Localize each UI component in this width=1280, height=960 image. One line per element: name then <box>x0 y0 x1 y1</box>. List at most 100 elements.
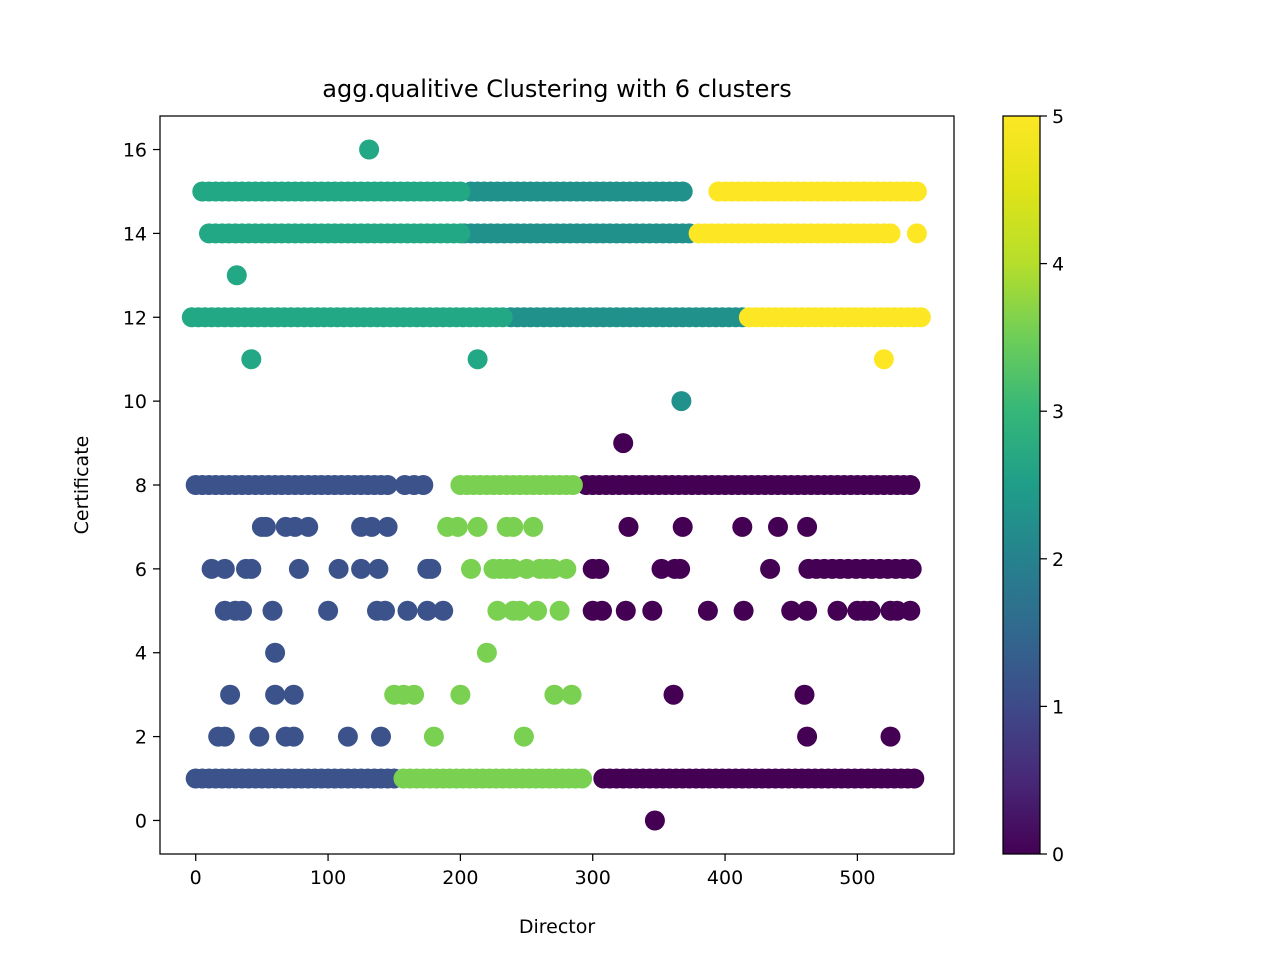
cluster-1-point <box>283 684 304 705</box>
x-tick-label: 400 <box>707 867 743 889</box>
cluster-4-point <box>549 600 570 621</box>
cluster-2-point <box>672 181 693 202</box>
cluster-1-point <box>337 726 358 747</box>
cluster-1-point <box>417 600 438 621</box>
cluster-1-point <box>262 600 283 621</box>
cluster-0-point <box>827 600 848 621</box>
cluster-1-point <box>214 558 235 579</box>
cluster-0-point <box>613 433 634 454</box>
cluster-1-point <box>377 516 398 537</box>
cluster-0-point <box>732 516 753 537</box>
x-tick-label: 200 <box>442 867 478 889</box>
cluster-4-point <box>572 768 593 789</box>
cluster-1-point <box>214 726 235 747</box>
cluster-1-point <box>421 558 442 579</box>
y-tick-label: 0 <box>135 810 147 832</box>
cluster-3-point <box>359 139 380 160</box>
cluster-3-point <box>450 223 471 244</box>
cluster-1-point <box>361 516 382 537</box>
cluster-0-point <box>900 475 921 495</box>
cluster-0-point <box>670 558 691 579</box>
cluster-0-point <box>768 516 788 537</box>
cluster-1-point <box>265 684 286 705</box>
colorbar-tick-label: 0 <box>1052 844 1064 866</box>
y-axis-label: Certificate <box>71 436 93 535</box>
cluster-3-point <box>226 265 247 286</box>
x-tick-label: 100 <box>310 867 346 889</box>
y-tick-label: 14 <box>123 223 147 245</box>
cluster-1-point <box>220 684 241 705</box>
cluster-4-point <box>461 558 481 579</box>
cluster-4-point <box>523 516 544 537</box>
cluster-4-point <box>503 516 524 537</box>
y-tick-label: 2 <box>135 727 147 749</box>
cluster-1-point <box>351 558 372 579</box>
y-tick-label: 12 <box>123 307 147 329</box>
cluster-1-point <box>377 475 398 495</box>
x-tick-label: 500 <box>839 867 875 889</box>
cluster-1-point <box>413 475 434 495</box>
cluster-4-point <box>513 726 534 747</box>
chart-title: agg.qualitive Clustering with 6 clusters <box>322 75 791 103</box>
cluster-1-point <box>298 516 319 537</box>
colorbar-tick-label: 4 <box>1052 254 1064 276</box>
cluster-1-point <box>375 600 395 621</box>
cluster-1-point <box>328 558 349 579</box>
cluster-1-point <box>265 642 286 663</box>
y-tick-label: 6 <box>135 559 147 581</box>
cluster-5-point <box>910 307 931 328</box>
x-axis-label: Director <box>519 916 596 938</box>
points-layer <box>181 139 931 831</box>
y-tick-label: 8 <box>135 475 147 497</box>
colorbar <box>1002 115 1041 855</box>
cluster-0-point <box>797 600 818 621</box>
cluster-1-point <box>433 600 454 621</box>
x-axis: 0 100 200 300 400 500 <box>190 854 876 889</box>
x-tick-label: 300 <box>575 867 611 889</box>
cluster-4-point <box>556 558 577 579</box>
cluster-4-point <box>509 600 530 621</box>
cluster-4-point <box>450 684 471 705</box>
colorbar-tick-label: 1 <box>1052 696 1064 718</box>
cluster-0-point <box>589 558 610 579</box>
cluster-1-point <box>368 558 389 579</box>
cluster-4-point <box>467 516 488 537</box>
cluster-1-point <box>241 558 262 579</box>
colorbar-tick-label: 2 <box>1052 549 1064 571</box>
cluster-0-point <box>733 600 754 621</box>
cluster-5-point <box>906 223 927 244</box>
cluster-4-point <box>476 642 497 663</box>
cluster-4-point <box>487 600 508 621</box>
cluster-0-point <box>794 684 815 705</box>
colorbar-axis: 0 1 2 3 4 5 <box>1040 106 1064 866</box>
cluster-2-point <box>671 391 692 412</box>
cluster-3-point <box>450 181 471 202</box>
cluster-0-point <box>781 600 802 621</box>
cluster-0-point <box>697 600 718 621</box>
cluster-0-point <box>901 558 922 579</box>
cluster-1-point <box>283 726 304 747</box>
cluster-5-point <box>880 223 901 244</box>
cluster-0-point <box>615 600 636 621</box>
cluster-0-point <box>797 726 818 747</box>
cluster-0-point <box>860 600 881 621</box>
cluster-3-point <box>492 307 513 328</box>
cluster-4-point <box>423 726 444 747</box>
cluster-0-point <box>904 768 925 789</box>
cluster-0-point <box>618 516 639 537</box>
x-tick-label: 0 <box>190 867 202 889</box>
colorbar-tick-label: 5 <box>1052 106 1064 128</box>
cluster-1-point <box>318 600 339 621</box>
cluster-1-point <box>232 600 252 621</box>
cluster-0-point <box>880 726 901 747</box>
cluster-5-point <box>906 181 927 202</box>
cluster-0-point <box>760 558 781 579</box>
cluster-1-point <box>288 558 309 579</box>
cluster-3-point <box>467 349 488 370</box>
y-tick-label: 4 <box>135 643 147 665</box>
cluster-3-point <box>241 349 262 370</box>
cluster-0-point <box>663 684 684 705</box>
cluster-0-point <box>592 600 612 621</box>
y-tick-label: 16 <box>123 140 147 162</box>
cluster-1-point <box>397 600 418 621</box>
